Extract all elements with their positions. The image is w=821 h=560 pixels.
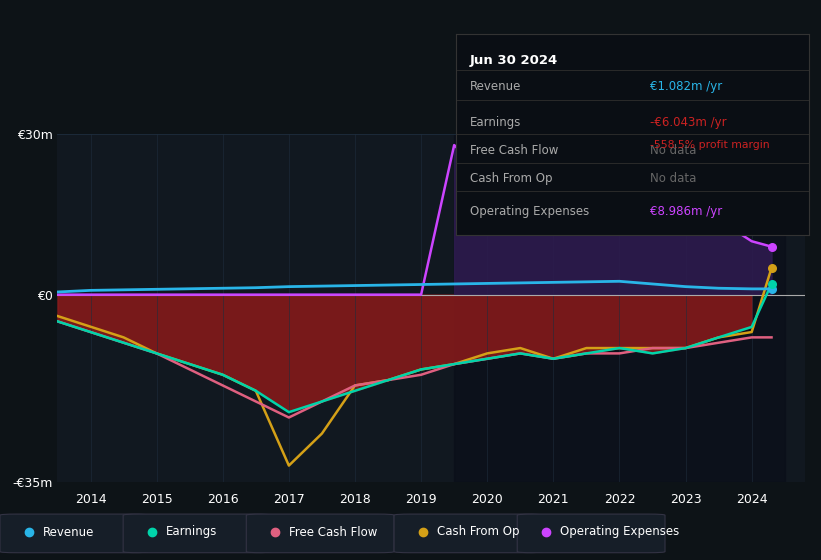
Text: Cash From Op: Cash From Op — [470, 172, 553, 185]
Text: Revenue: Revenue — [43, 525, 94, 539]
Text: Free Cash Flow: Free Cash Flow — [470, 144, 558, 157]
Point — [765, 279, 778, 288]
Point — [765, 263, 778, 272]
Text: Revenue: Revenue — [470, 80, 521, 92]
Text: No data: No data — [650, 172, 696, 185]
Text: €8.986m /yr: €8.986m /yr — [650, 204, 722, 217]
Text: -558.5% profit margin: -558.5% profit margin — [650, 141, 769, 151]
FancyBboxPatch shape — [394, 514, 542, 553]
Text: Cash From Op: Cash From Op — [437, 525, 519, 539]
Text: Jun 30 2024: Jun 30 2024 — [470, 54, 558, 67]
Bar — [454, 134, 785, 482]
FancyBboxPatch shape — [517, 514, 665, 553]
Point — [765, 242, 778, 251]
FancyBboxPatch shape — [246, 514, 394, 553]
Point — [765, 284, 778, 293]
Text: No data: No data — [650, 144, 696, 157]
FancyBboxPatch shape — [123, 514, 271, 553]
Text: Operating Expenses: Operating Expenses — [470, 204, 589, 217]
Text: -€6.043m /yr: -€6.043m /yr — [650, 116, 727, 129]
FancyBboxPatch shape — [0, 514, 148, 553]
Text: Operating Expenses: Operating Expenses — [560, 525, 679, 539]
Text: Free Cash Flow: Free Cash Flow — [289, 525, 378, 539]
Text: €1.082m /yr: €1.082m /yr — [650, 80, 722, 92]
Text: Earnings: Earnings — [166, 525, 218, 539]
Text: Earnings: Earnings — [470, 116, 521, 129]
